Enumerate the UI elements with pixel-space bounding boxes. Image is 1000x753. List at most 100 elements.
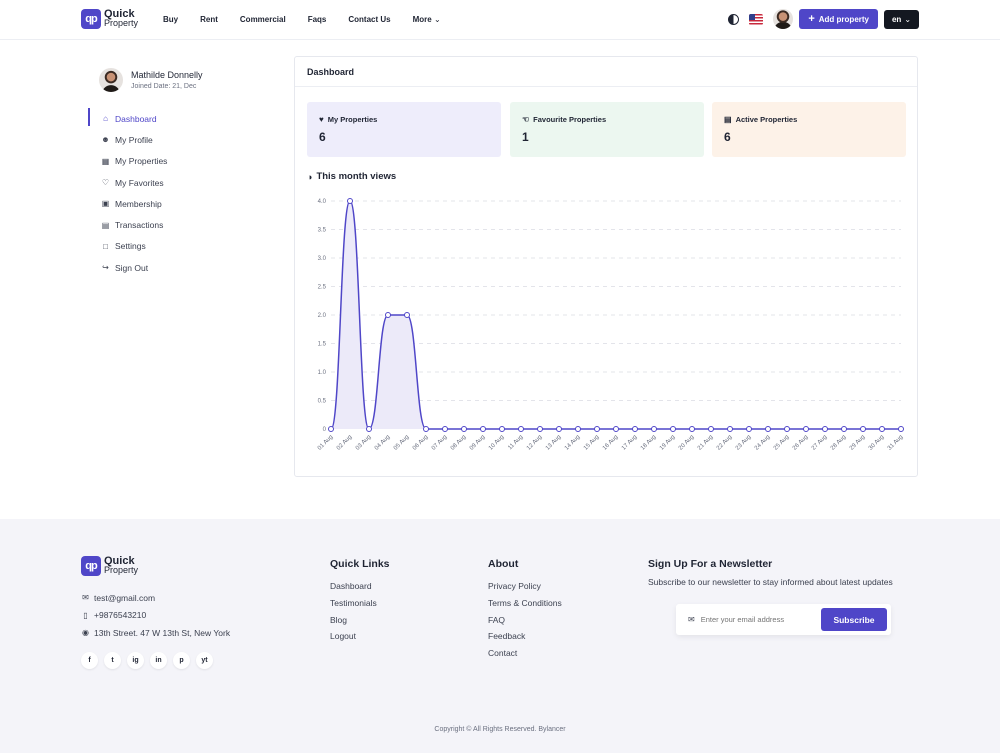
sidebar-item-transactions[interactable]: ▤ Transactions xyxy=(101,220,164,231)
sidebar-item-my-properties[interactable]: ▦ My Properties xyxy=(101,156,168,167)
data-point xyxy=(480,426,486,432)
data-point xyxy=(347,198,353,204)
footer-link-testimonials[interactable]: Testimonials xyxy=(330,597,377,608)
x-tick-label: 14 Aug xyxy=(564,434,581,451)
profile-joined-date: Joined Date: 21, Dec xyxy=(131,83,197,90)
views-chart-title: ◑ This month views xyxy=(307,171,397,182)
thumbs-up-icon: ☜ xyxy=(522,115,530,124)
briefcase-icon: ▤ xyxy=(724,115,732,124)
nav-commercial[interactable]: Commercial xyxy=(239,15,286,24)
data-point xyxy=(746,426,752,432)
home-icon: ⌂ xyxy=(103,114,108,124)
footer-email[interactable]: test@gmail.com xyxy=(94,592,156,603)
data-point xyxy=(556,426,562,432)
data-point xyxy=(404,312,410,318)
sidebar-item-dashboard[interactable]: ⌂ Dashboard xyxy=(88,108,167,129)
footer-quick-links: Quick Links Dashboard Testimonials Blog … xyxy=(330,558,390,645)
footer-link-contact[interactable]: Contact xyxy=(488,648,518,659)
x-tick-label: 18 Aug xyxy=(640,434,657,451)
language-select[interactable]: en xyxy=(884,9,919,29)
sidebar-item-sign-out[interactable]: ↪ Sign Out xyxy=(102,262,149,273)
footer-link-blog[interactable]: Blog xyxy=(330,614,348,625)
data-point xyxy=(879,426,885,432)
footer-link-faq[interactable]: FAQ xyxy=(488,614,506,625)
nav-buy[interactable]: Buy xyxy=(163,15,179,24)
newsletter-form: ✉ Subscribe xyxy=(676,604,891,635)
footer-phone[interactable]: +9876543210 xyxy=(94,610,147,621)
newsletter-email-input[interactable] xyxy=(700,615,811,624)
sidebar-item-membership[interactable]: ▣ Membership xyxy=(101,198,162,209)
y-tick-label: 4.0 xyxy=(318,199,327,205)
logo-mark: qp xyxy=(81,556,101,576)
add-property-button[interactable]: + Add property xyxy=(799,9,878,29)
stat-value: 1 xyxy=(522,130,529,144)
nav-rent[interactable]: Rent xyxy=(200,15,218,24)
chart-icon: ◑ xyxy=(307,171,313,182)
x-tick-label: 02 Aug xyxy=(336,434,353,451)
user-avatar[interactable] xyxy=(773,9,794,29)
footer-logo[interactable]: qp Quick Property xyxy=(81,556,138,576)
data-point xyxy=(708,426,714,432)
stat-active-properties: ▤ Active Properties 6 xyxy=(712,102,906,157)
mail-icon: ✉ xyxy=(82,593,89,603)
dashboard-title: Dashboard xyxy=(295,57,917,87)
subscribe-button[interactable]: Subscribe xyxy=(821,608,887,631)
logo[interactable]: qp Quick Property xyxy=(81,9,138,29)
social-links: f t ig in p yt xyxy=(81,652,219,669)
footer-link-privacy[interactable]: Privacy Policy xyxy=(488,581,541,591)
nav-faqs[interactable]: Faqs xyxy=(307,15,327,24)
building-icon: ▦ xyxy=(101,156,110,166)
nav-contact-us[interactable]: Contact Us xyxy=(348,15,391,24)
data-point xyxy=(366,426,372,432)
footer-link-terms[interactable]: Terms & Conditions xyxy=(488,597,562,608)
us-flag-icon[interactable] xyxy=(749,13,764,25)
twitter-icon[interactable]: t xyxy=(104,652,121,669)
y-tick-label: 0 xyxy=(323,427,327,433)
x-tick-label: 06 Aug xyxy=(412,434,429,451)
data-point xyxy=(613,426,619,432)
y-tick-label: 2.5 xyxy=(318,285,327,291)
x-tick-label: 22 Aug xyxy=(716,434,733,451)
stat-favourite-properties: ☜ Favourite Properties 1 xyxy=(510,102,704,157)
y-tick-label: 1.5 xyxy=(318,342,327,348)
data-point xyxy=(898,426,904,432)
x-tick-label: 08 Aug xyxy=(450,434,467,451)
quick-links-title: Quick Links xyxy=(330,558,390,570)
sidebar-item-my-favorites[interactable]: ♡ My Favorites xyxy=(101,177,164,188)
data-point xyxy=(518,426,524,432)
y-tick-label: 0.5 xyxy=(318,399,327,405)
x-tick-label: 10 Aug xyxy=(488,434,505,451)
data-point xyxy=(385,312,391,318)
data-point xyxy=(423,426,429,432)
sidebar-item-my-profile[interactable]: ☻ My Profile xyxy=(101,134,153,145)
location-icon: ◉ xyxy=(82,628,89,638)
y-tick-label: 2.0 xyxy=(318,313,327,319)
x-tick-label: 26 Aug xyxy=(792,434,809,451)
sidebar-item-settings[interactable]: □ Settings xyxy=(88,236,167,257)
x-tick-label: 01 Aug xyxy=(317,434,334,451)
data-point xyxy=(537,426,543,432)
theme-toggle-icon[interactable] xyxy=(728,13,740,25)
x-tick-label: 20 Aug xyxy=(678,434,695,451)
linkedin-icon[interactable]: in xyxy=(150,652,167,669)
youtube-icon[interactable]: yt xyxy=(196,652,213,669)
pinterest-icon[interactable]: p xyxy=(173,652,190,669)
footer-link-logout[interactable]: Logout xyxy=(330,631,356,642)
x-tick-label: 19 Aug xyxy=(659,434,676,451)
sidebar: ⌂ Dashboard ☻ My Profile ▦ My Properties… xyxy=(88,108,167,278)
mail-icon: ✉ xyxy=(688,615,695,624)
nav-more[interactable]: More xyxy=(413,15,441,24)
facebook-icon[interactable]: f xyxy=(81,652,98,669)
logo-mark: qp xyxy=(81,9,101,29)
footer-link-feedback[interactable]: Feedback xyxy=(488,631,526,642)
stat-value: 6 xyxy=(319,130,326,144)
data-point xyxy=(841,426,847,432)
footer-address: 13th Street. 47 W 13th St, New York xyxy=(94,627,231,638)
profile-summary: Mathilde Donnelly Joined Date: 21, Dec xyxy=(99,68,203,92)
x-tick-label: 07 Aug xyxy=(431,434,448,451)
data-point xyxy=(822,426,828,432)
footer-link-dashboard[interactable]: Dashboard xyxy=(330,581,372,591)
newsletter-description: Subscribe to our newsletter to stay info… xyxy=(648,577,893,587)
instagram-icon[interactable]: ig xyxy=(127,652,144,669)
data-point xyxy=(727,426,733,432)
